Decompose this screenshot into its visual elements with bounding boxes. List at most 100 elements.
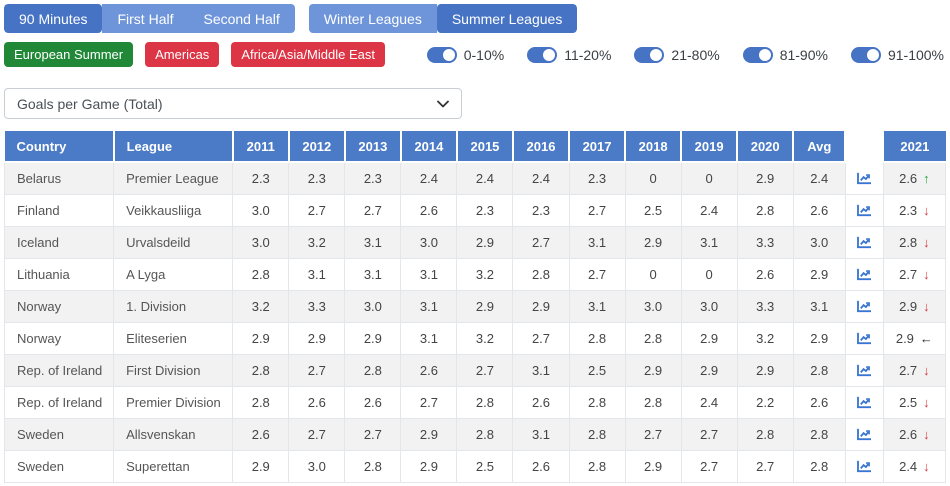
time-filter-90-minutes[interactable]: 90 Minutes bbox=[4, 4, 103, 33]
year-cell-2012: 2.6 bbox=[288, 385, 346, 419]
year-cell-2014: 3.0 bbox=[400, 225, 458, 259]
table-row: Rep. of Ireland First Division 2.8 2.7 2.8 2.… bbox=[3, 353, 947, 387]
time-filter-second-half[interactable]: Second Half bbox=[188, 4, 295, 33]
chart-cell bbox=[844, 385, 884, 419]
year-cell-2013: 3.1 bbox=[344, 257, 402, 291]
trend-down-icon: ↓ bbox=[923, 458, 930, 474]
year-cell-2012: 3.2 bbox=[288, 225, 346, 259]
year-cell-2011: 3.0 bbox=[232, 193, 290, 227]
year-cell-2020: 2.8 bbox=[736, 193, 794, 227]
current-value: 2.3 bbox=[899, 202, 918, 218]
year-cell-2017: 2.7 bbox=[568, 257, 626, 291]
year-cell-2019: 3.1 bbox=[680, 225, 738, 259]
year-cell-2015: 3.2 bbox=[456, 321, 514, 355]
chevron-down-icon bbox=[437, 100, 449, 108]
year-cell-2017: 3.1 bbox=[568, 225, 626, 259]
year-cell-2014: 3.1 bbox=[400, 321, 458, 355]
league-cell: Premier League bbox=[113, 161, 234, 195]
year-cell-2015: 2.4 bbox=[456, 161, 514, 195]
toggle-label: 11-20% bbox=[564, 46, 612, 63]
current-cell: 2.9 ↓ bbox=[882, 289, 947, 323]
toggle-11-20[interactable]: 11-20% bbox=[527, 46, 612, 63]
year-cell-2015: 2.8 bbox=[456, 385, 514, 419]
col-header-2017: 2017 bbox=[569, 131, 627, 163]
col-header-2020: 2020 bbox=[737, 131, 795, 163]
toggle-label: 0-10% bbox=[463, 46, 505, 63]
chart-cell bbox=[844, 161, 884, 195]
year-cell-2015: 2.9 bbox=[456, 289, 514, 323]
year-cell-2019: 2.7 bbox=[680, 449, 738, 483]
country-cell: Lithuania bbox=[3, 257, 115, 291]
line-chart-icon[interactable] bbox=[846, 195, 883, 226]
year-cell-2017: 2.8 bbox=[568, 417, 626, 451]
col-header-chart bbox=[845, 131, 885, 163]
line-chart-icon[interactable] bbox=[846, 227, 883, 258]
avg-cell: 2.8 bbox=[792, 353, 846, 387]
trend-down-icon: ↓ bbox=[923, 426, 930, 442]
year-cell-2017: 2.5 bbox=[568, 353, 626, 387]
line-chart-icon[interactable] bbox=[846, 291, 883, 322]
line-chart-icon[interactable] bbox=[846, 419, 883, 450]
toggle-label: 91-100% bbox=[887, 46, 944, 63]
toggle-21-80[interactable]: 21-80% bbox=[634, 46, 720, 63]
year-cell-2011: 2.8 bbox=[232, 353, 290, 387]
year-cell-2016: 3.1 bbox=[512, 417, 570, 451]
country-cell: Rep. of Ireland bbox=[3, 353, 115, 387]
chart-cell bbox=[844, 417, 884, 451]
current-cell: 2.8 ↓ bbox=[882, 225, 947, 259]
current-value: 2.9 bbox=[899, 298, 918, 314]
toggle-label: 81-90% bbox=[779, 46, 828, 63]
year-cell-2019: 2.9 bbox=[680, 321, 738, 355]
year-cell-2011: 3.2 bbox=[232, 289, 290, 323]
region-filter-european-summer[interactable]: European Summer bbox=[4, 42, 134, 67]
col-header-2011: 2011 bbox=[232, 131, 290, 163]
time-filter-first-half[interactable]: First Half bbox=[102, 4, 189, 33]
toggle-81-90[interactable]: 81-90% bbox=[742, 46, 828, 63]
year-cell-2013: 2.8 bbox=[344, 449, 402, 483]
toggle-0-10[interactable]: 0-10% bbox=[426, 46, 505, 63]
line-chart-icon[interactable] bbox=[846, 323, 883, 354]
year-cell-2014: 3.1 bbox=[400, 257, 458, 291]
toggle-label: 21-80% bbox=[671, 46, 720, 63]
avg-cell: 3.0 bbox=[792, 225, 846, 259]
avg-cell: 2.9 bbox=[792, 257, 846, 291]
line-chart-icon[interactable] bbox=[846, 451, 883, 482]
year-cell-2013: 2.9 bbox=[344, 321, 402, 355]
year-cell-2014: 2.6 bbox=[400, 193, 458, 227]
year-cell-2019: 3.0 bbox=[680, 289, 738, 323]
league-cell: Allsvenskan bbox=[113, 417, 234, 451]
year-cell-2011: 3.0 bbox=[232, 225, 290, 259]
year-cell-2020: 2.7 bbox=[736, 449, 794, 483]
avg-cell: 2.6 bbox=[792, 385, 846, 419]
region-filter-africa-asia-middle-east[interactable]: Africa/Asia/Middle East bbox=[231, 42, 385, 67]
year-cell-2015: 2.7 bbox=[456, 353, 514, 387]
current-cell: 2.6 ↓ bbox=[882, 417, 947, 451]
col-header-2018: 2018 bbox=[625, 131, 683, 163]
league-cell: Premier Division bbox=[113, 385, 234, 419]
table-row: Lithuania A Lyga 2.8 3.1 3.1 3.1 3.2 2.8 2.7 0 0 2.… bbox=[3, 257, 947, 291]
line-chart-icon[interactable] bbox=[846, 355, 883, 386]
line-chart-icon[interactable] bbox=[846, 259, 883, 290]
toggle-91-100[interactable]: 91-100% bbox=[850, 46, 944, 63]
region-filter-americas[interactable]: Americas bbox=[145, 42, 220, 67]
trend-down-icon: ↓ bbox=[923, 266, 930, 282]
year-cell-2012: 2.7 bbox=[288, 353, 346, 387]
season-filter-summer-leagues[interactable]: Summer Leagues bbox=[436, 4, 578, 33]
current-cell: 2.4 ↓ bbox=[882, 449, 947, 483]
year-cell-2020: 3.3 bbox=[736, 289, 794, 323]
current-cell: 2.5 ↓ bbox=[882, 385, 947, 419]
year-cell-2012: 3.1 bbox=[288, 257, 346, 291]
year-cell-2018: 2.9 bbox=[624, 225, 682, 259]
country-cell: Iceland bbox=[3, 225, 115, 259]
line-chart-icon[interactable] bbox=[846, 163, 883, 194]
stat-select[interactable]: Goals per Game (Total) bbox=[4, 88, 462, 119]
line-chart-icon[interactable] bbox=[846, 387, 883, 418]
year-cell-2016: 2.7 bbox=[512, 225, 570, 259]
year-cell-2017: 2.8 bbox=[568, 449, 626, 483]
current-value: 2.9 bbox=[895, 330, 914, 346]
table-row: Iceland Urvalsdeild 3.0 3.2 3.1 3.0 2.9 2.7 3.1 2… bbox=[3, 225, 947, 259]
trend-flat-icon: ← bbox=[919, 330, 933, 346]
season-filter-winter-leagues[interactable]: Winter Leagues bbox=[308, 4, 437, 33]
season-filter-group: Winter Leagues Summer Leagues bbox=[308, 4, 578, 33]
switch-icon bbox=[850, 46, 881, 63]
